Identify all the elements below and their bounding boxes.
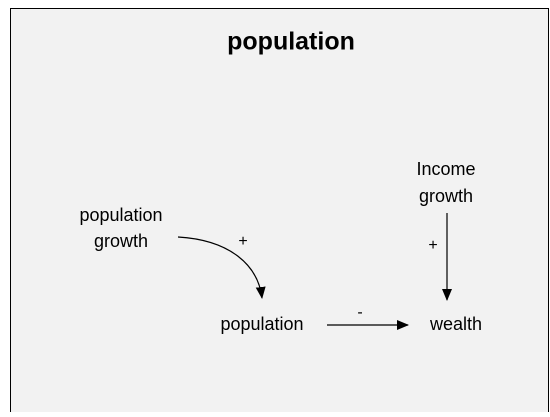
- node-label: growth: [419, 186, 473, 206]
- node-label: wealth: [429, 314, 482, 334]
- node-label: Income: [416, 159, 475, 179]
- edge-sign: -: [357, 304, 362, 321]
- node-label: population: [79, 205, 162, 225]
- panel: [10, 8, 549, 417]
- node-label: growth: [94, 231, 148, 251]
- edge-sign: +: [238, 233, 247, 250]
- diagram-title: population: [227, 28, 355, 56]
- node-label: population: [220, 314, 303, 334]
- edge-sign: +: [428, 237, 437, 254]
- arrow: [177, 236, 266, 299]
